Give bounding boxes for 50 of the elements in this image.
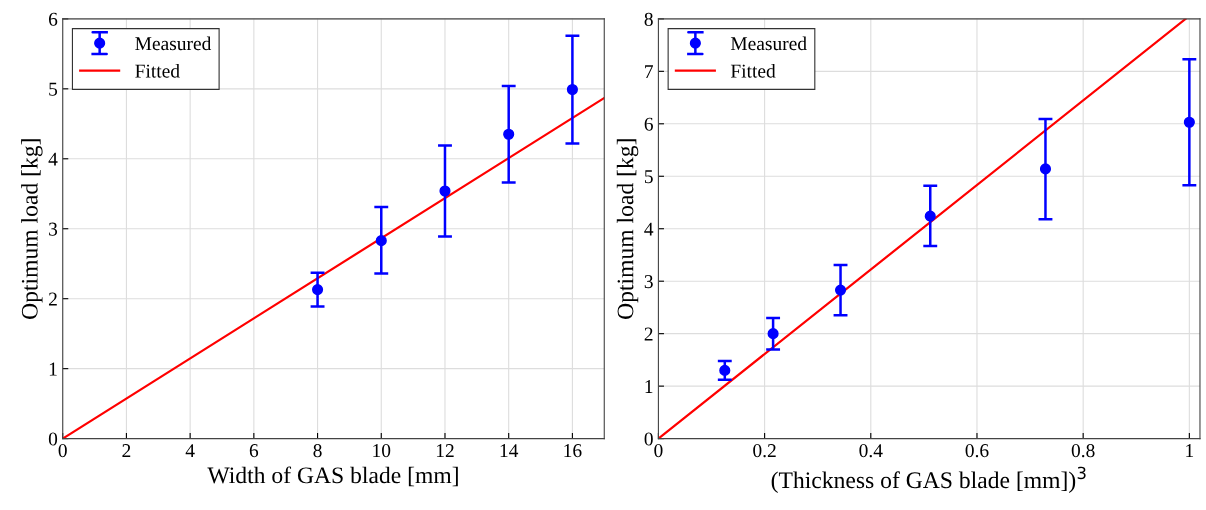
y-tick-label: 5 <box>49 82 58 96</box>
x-tick-label: 0.6 <box>965 444 989 458</box>
y-tick-label: 0 <box>48 432 58 446</box>
x-tick-label: 1 <box>1186 444 1194 457</box>
x-tick-label: 2 <box>122 444 131 457</box>
point <box>719 364 731 376</box>
y-tick-label: 6 <box>48 12 58 26</box>
x-tick-label: 16 <box>564 444 582 458</box>
y-tick-label: 2 <box>48 292 57 306</box>
y-axis-title: Optimum load [kg] <box>21 139 43 319</box>
y-tick-label: 1 <box>645 380 653 393</box>
y-tick-label: 5 <box>644 170 653 184</box>
point <box>924 210 936 222</box>
x-tick-label: 4 <box>185 444 195 457</box>
y-tick-label: 1 <box>49 362 57 376</box>
point <box>503 128 515 140</box>
point <box>439 185 451 197</box>
x-tick-label: 10 <box>373 444 391 458</box>
point <box>1039 163 1052 175</box>
legend-label: Fitted <box>730 63 776 78</box>
point <box>312 284 324 296</box>
legend-label: Measured <box>730 36 807 51</box>
x-axis-title: Width of GAS blade [mm] <box>207 466 458 487</box>
legend-label: Fitted <box>135 63 180 78</box>
point <box>1183 116 1195 128</box>
y-axis-title: Optimum load [kg] <box>616 139 639 319</box>
y-tick-label: 6 <box>644 117 653 131</box>
legend-label: Measured <box>135 36 212 51</box>
y-tick-label: 4 <box>644 222 654 236</box>
x-tick-label: 0 <box>58 444 67 458</box>
x-tick-label: 6 <box>249 444 259 458</box>
x-tick-label: 0.2 <box>753 444 776 458</box>
y-tick-label: 0 <box>644 432 653 446</box>
y-tick-label: 3 <box>644 275 653 289</box>
x-axis-title: (Thickness of GAS blade [mm])$^{3}$ <box>771 466 1086 493</box>
point <box>375 235 387 247</box>
y-tick-label: 3 <box>49 222 58 236</box>
x-tick-label: 14 <box>500 444 519 457</box>
point <box>566 83 578 96</box>
x-tick-label: 0.4 <box>859 444 883 458</box>
y-tick-label: 2 <box>644 327 653 341</box>
x-tick-label: 8 <box>313 444 322 458</box>
x-tick-label: 0.8 <box>1071 444 1095 458</box>
point <box>834 284 847 296</box>
y-tick-label: 8 <box>644 12 653 26</box>
y-tick-label: 4 <box>48 152 58 166</box>
x-tick-label: 0 <box>654 444 663 458</box>
x-tick-label: 12 <box>436 444 454 457</box>
y-tick-label: 7 <box>645 65 653 79</box>
point <box>767 328 779 340</box>
